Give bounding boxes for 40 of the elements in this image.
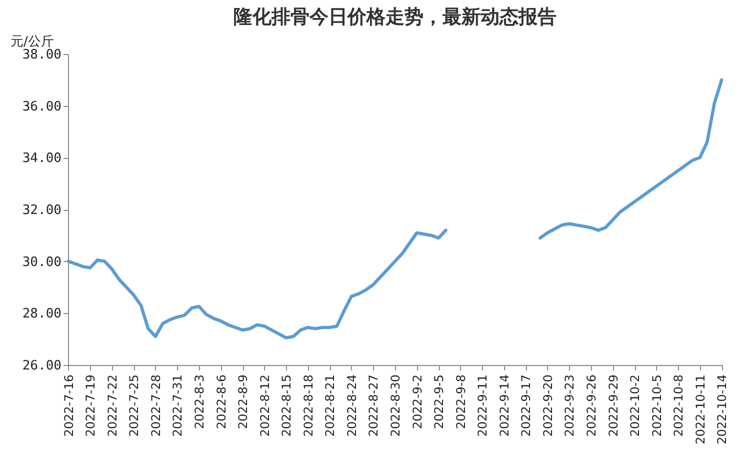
x-tick-label: 2022-8-9 <box>236 374 250 429</box>
x-tick-label: 2022-7-16 <box>62 374 76 437</box>
x-tick-label: 2022-8-3 <box>192 374 207 429</box>
x-tick-label: 2022-8-6 <box>214 374 228 429</box>
x-tick-label: 2022-9-29 <box>606 374 620 437</box>
y-tick-label: 32.00 <box>22 203 62 218</box>
x-tick-label: 2022-8-12 <box>258 374 272 437</box>
x-tick-label: 2022-9-14 <box>497 374 512 437</box>
x-tick-label: 2022-10-2 <box>628 374 642 437</box>
x-tick-label: 2022-8-27 <box>366 374 381 437</box>
x-tick-label: 2022-9-2 <box>410 374 424 429</box>
x-tick-label: 2022-8-18 <box>301 374 316 437</box>
x-tick-label: 2022-10-14 <box>715 374 730 444</box>
x-tick-label: 2022-9-11 <box>476 374 490 437</box>
y-tick-label: 38.00 <box>22 48 62 62</box>
y-tick-label: 30.00 <box>22 254 62 270</box>
x-tick-label: 2022-8-15 <box>280 374 294 437</box>
x-tick-label: 2022-9-23 <box>562 374 577 437</box>
x-tick-label: 2022-9-26 <box>584 374 598 437</box>
x-tick-label: 2022-9-5 <box>432 374 446 429</box>
x-tick-label: 2022-8-30 <box>388 374 402 437</box>
y-tick-label: 34.00 <box>22 151 62 166</box>
x-tick-label: 2022-8-24 <box>344 374 359 437</box>
x-tick-label: 2022-8-21 <box>323 374 338 437</box>
x-tick-label: 2022-7-19 <box>84 374 98 437</box>
y-tick-label: 28.00 <box>22 306 62 322</box>
chart-title: 隆化排骨今日价格走势，最新动态报告 <box>234 6 556 28</box>
x-tick-label: 2022-9-8 <box>454 374 468 429</box>
x-tick-label: 2022-7-22 <box>105 374 120 437</box>
y-axis-title: 元/公斤 <box>10 34 54 50</box>
x-tick-label: 2022-10-8 <box>672 374 686 437</box>
x-tick-label: 2022-9-17 <box>519 374 534 437</box>
x-tick-label: 2022-7-28 <box>148 374 163 437</box>
x-tick-label: 2022-7-31 <box>170 374 185 437</box>
y-tick-label: 26.00 <box>22 358 62 374</box>
x-tick-label: 2022-9-20 <box>540 374 555 437</box>
x-tick-label: 2022-10-5 <box>650 374 664 437</box>
x-tick-label: 2022-7-25 <box>127 374 142 437</box>
x-tick-label: 2022-10-11 <box>693 374 708 444</box>
y-tick-label: 36.00 <box>22 99 62 114</box>
